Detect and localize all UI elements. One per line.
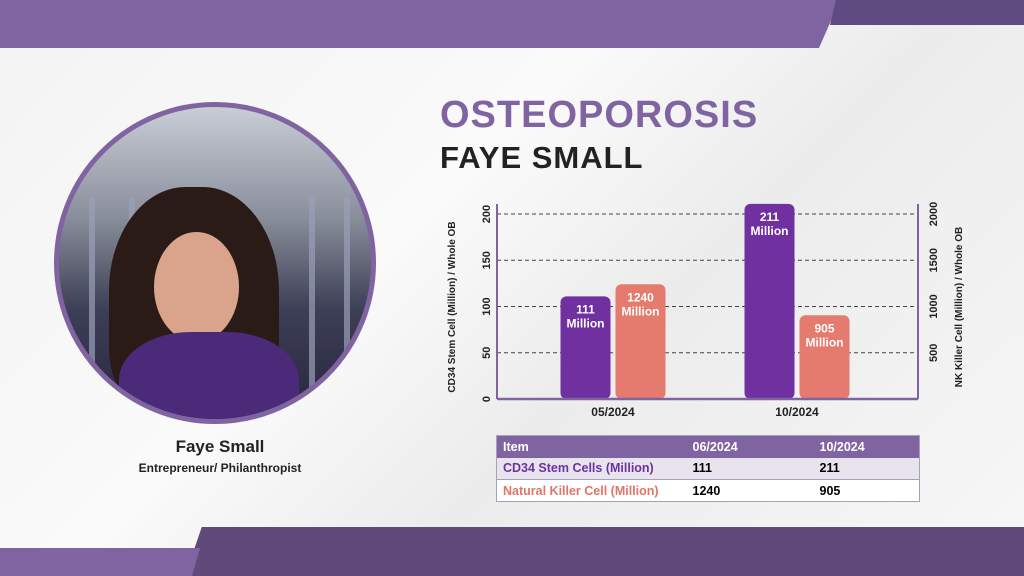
y2-tick-label: 1500 [928, 248, 940, 272]
table-row: CD34 Stem Cells (Million) 111 211 [496, 457, 920, 480]
top-banner [0, 0, 840, 48]
y-tick-label: 100 [481, 297, 493, 315]
data-label: 905 [814, 321, 834, 335]
page-subtitle: FAYE SMALL [440, 140, 644, 175]
y-tick-label: 50 [481, 347, 493, 359]
y2-axis-label: NK Killer Cell (Million) / Whole OB [954, 227, 965, 388]
y-tick-label: 0 [481, 396, 493, 402]
bar [615, 284, 666, 399]
table-cell: Natural Killer Cell (Million) [496, 479, 687, 502]
data-label: 1240 [627, 290, 654, 304]
table-cell: 1240 [686, 479, 814, 502]
table-row: Natural Killer Cell (Million) 1240 905 [496, 479, 920, 502]
table-cell: CD34 Stem Cells (Million) [496, 457, 687, 480]
top-banner-accent [830, 0, 1024, 25]
data-label: Million [622, 304, 660, 318]
bottom-banner-accent [0, 548, 200, 576]
bar [799, 315, 850, 399]
table-cell: 111 [686, 457, 814, 480]
y2-tick-label: 500 [928, 344, 940, 362]
y-tick-label: 150 [481, 251, 493, 269]
bar-chart: 0 50 100 150 200 500 1000 1500 2000 CD34 Stem Cel… [447, 202, 965, 419]
table-header: 06/2024 [686, 435, 814, 458]
table-header: Item [496, 435, 687, 458]
bar [560, 296, 611, 399]
table-cell: 211 [813, 457, 920, 480]
x-tick-label: 10/2024 [775, 405, 819, 419]
person-name: Faye Small [175, 437, 265, 456]
y2-tick-label: 2000 [928, 202, 940, 226]
bar [744, 203, 795, 399]
y-tick-label: 200 [481, 205, 493, 223]
table-cell: 905 [813, 479, 920, 502]
table-header: 10/2024 [813, 435, 920, 458]
data-label: Million [751, 224, 789, 238]
data-label: Million [806, 335, 844, 349]
x-tick-label: 05/2024 [591, 405, 635, 419]
profile-photo [54, 102, 376, 424]
data-label: 111 [576, 302, 595, 316]
y2-tick-label: 1000 [928, 294, 940, 318]
bottom-banner [185, 527, 1024, 576]
data-label: Million [567, 316, 605, 330]
y-axis-label: CD34 Stem Cell (Million) / Whole OB [447, 221, 458, 392]
data-label: 211 [760, 210, 780, 224]
data-table: Item 06/2024 10/2024 CD34 Stem Cells (Mi… [496, 435, 920, 502]
person-role: Entrepreneur/ Philanthropist [138, 461, 302, 475]
page-title: OSTEOPOROSIS [440, 94, 759, 136]
